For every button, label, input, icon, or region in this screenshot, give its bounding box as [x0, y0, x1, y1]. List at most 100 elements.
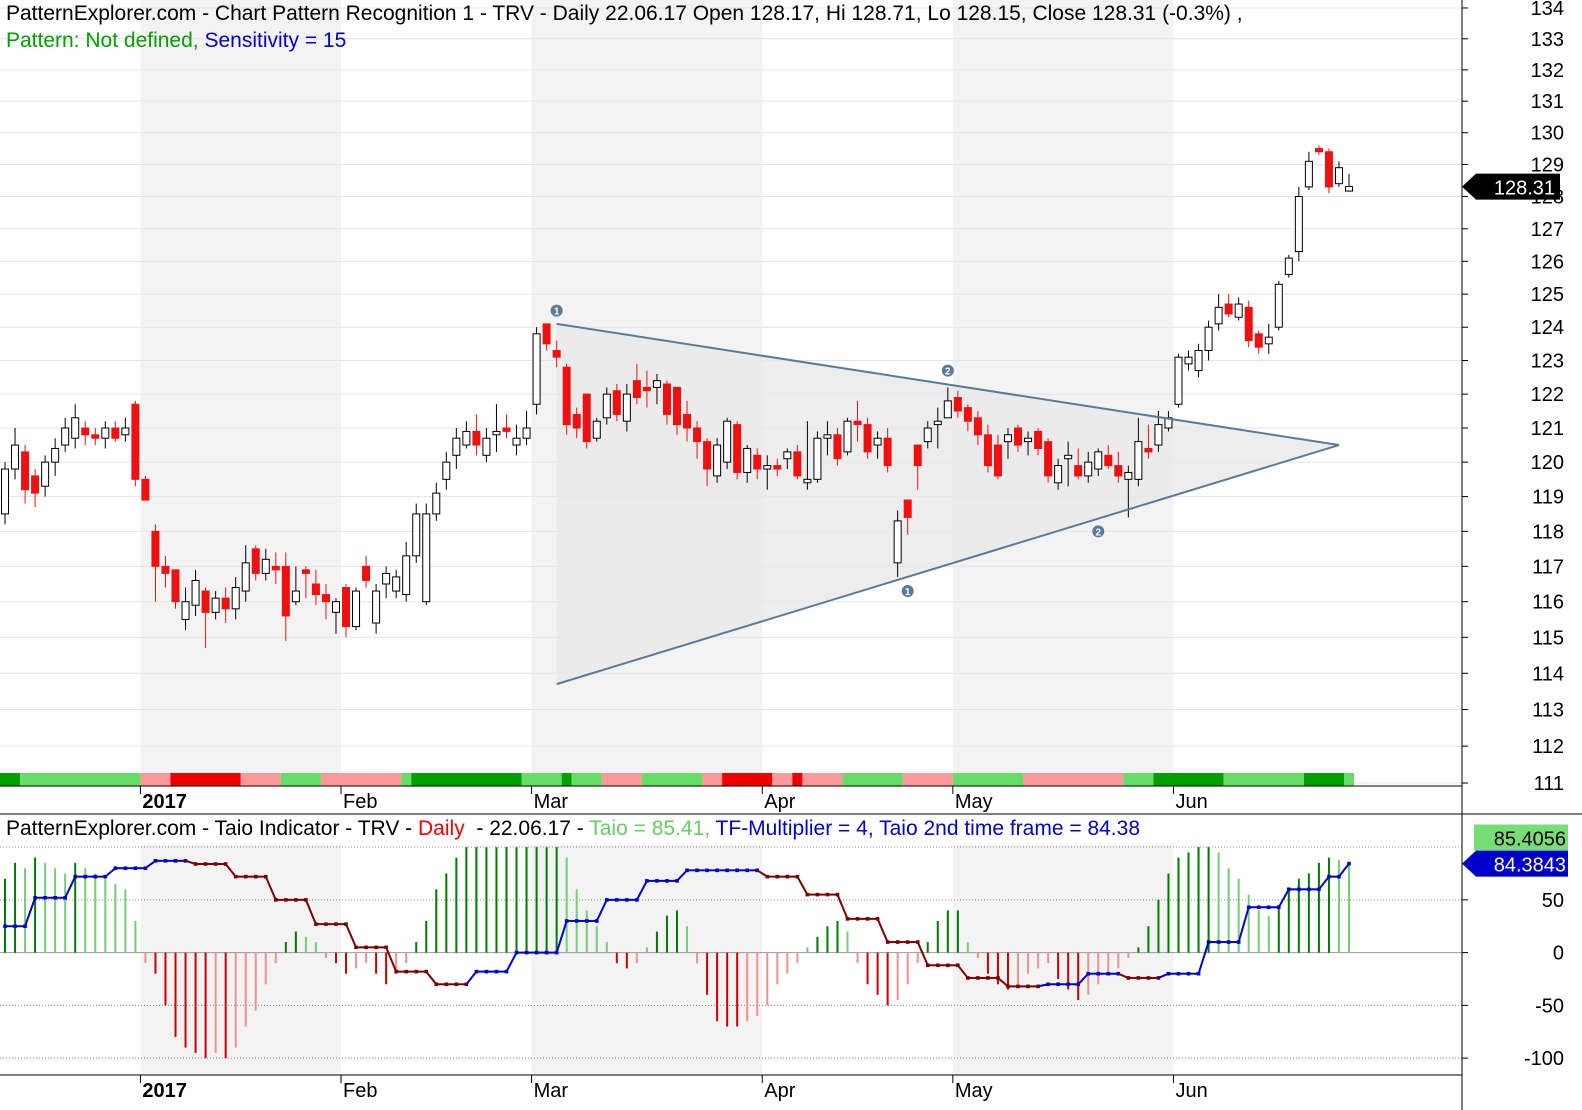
candle-body — [703, 441, 712, 470]
y-tick-label: 124 — [1531, 317, 1564, 339]
candle-body — [642, 386, 651, 392]
tf-line-segment — [465, 970, 478, 985]
candle-body — [743, 447, 752, 473]
y-tick-label: 112 — [1532, 736, 1564, 758]
tf-line-point — [1246, 905, 1251, 910]
candle-body — [833, 434, 842, 460]
x-tick-label: May — [955, 1080, 993, 1102]
candle-body — [1054, 465, 1063, 484]
candle-body — [853, 420, 862, 426]
indicator-title-part: Taio = 85.41, — [589, 817, 710, 840]
trend-band-segment — [1153, 773, 1224, 786]
candle-body — [1204, 326, 1213, 351]
candle-body — [1084, 461, 1093, 477]
tf-line-point — [314, 922, 318, 926]
tf-line-point — [1096, 971, 1101, 976]
candle-body — [21, 451, 30, 491]
candle-body — [993, 444, 1002, 477]
tf-line-point — [615, 898, 619, 902]
tf-line-point — [1347, 861, 1351, 866]
candle-body — [251, 548, 260, 574]
candle-body — [1154, 424, 1163, 446]
candle-body — [1334, 167, 1343, 185]
candle-body — [1114, 465, 1123, 477]
tf-line-segment — [876, 918, 889, 943]
candle-body — [963, 407, 972, 422]
candle-body — [693, 427, 702, 443]
x-tick-label: Apr — [764, 1080, 795, 1102]
candle-body — [1024, 437, 1033, 443]
chart-subtitle: Pattern: Not defined, Sensitivity = 15 — [6, 29, 346, 52]
y-tick-label: 114 — [1532, 663, 1564, 685]
candle-body — [151, 530, 160, 567]
candle-body — [452, 437, 461, 456]
candle-body — [973, 417, 982, 436]
candle-body — [953, 396, 962, 412]
trend-band-segment — [702, 773, 723, 786]
tf-value-label: 84.3843 — [1494, 855, 1566, 877]
candle-body — [622, 393, 631, 422]
month-shading — [531, 845, 763, 1075]
tf-line-point — [765, 874, 770, 879]
trend-band-segment — [641, 773, 703, 786]
candle-body — [211, 597, 220, 613]
x-tick-label: Apr — [764, 791, 795, 813]
candle-body — [71, 417, 80, 439]
tf-line-segment — [1237, 906, 1250, 943]
trend-band-segment — [842, 773, 903, 786]
y-tick-label: 125 — [1531, 284, 1564, 306]
y-tick-label: 50 — [1542, 890, 1564, 912]
candle-body — [542, 323, 551, 345]
y-tick-label: -100 — [1524, 1048, 1564, 1070]
candle-body — [352, 590, 361, 628]
main-layer — [0, 145, 1355, 1059]
y-tick-label: -50 — [1535, 995, 1564, 1017]
candle-body — [582, 393, 591, 443]
candle-body — [632, 380, 641, 398]
candle-body — [793, 451, 802, 477]
x-tick-label: Feb — [343, 791, 377, 813]
y-tick-label: 126 — [1531, 251, 1564, 273]
candle-body — [1345, 186, 1353, 192]
candle-body — [462, 430, 471, 446]
candle-body — [482, 437, 491, 456]
candle-body — [773, 465, 782, 470]
candle-body — [1064, 454, 1073, 460]
candle-body — [522, 427, 531, 439]
candle-body — [572, 413, 581, 429]
trend-band-segment — [401, 773, 412, 786]
tf-line-segment — [555, 920, 568, 953]
candle-body — [1274, 283, 1283, 328]
tf-line-point — [454, 982, 459, 987]
tf-line-segment — [224, 863, 237, 878]
tf-line-segment — [1338, 862, 1350, 878]
x-tick-label: Jun — [1175, 791, 1207, 813]
tf-line-segment — [916, 941, 929, 966]
pattern-point-label: 1 — [905, 587, 911, 598]
tf-line-segment — [264, 876, 277, 901]
indicator-title-part: PatternExplorer.com - Taio Indicator - T… — [6, 817, 418, 840]
tf-line-segment — [1318, 876, 1330, 890]
sensitivity-label: Sensitivity = 15 — [199, 29, 347, 52]
pattern-point — [941, 364, 954, 377]
candle-body — [863, 424, 872, 453]
pattern-point — [1092, 525, 1105, 538]
trend-band-segment — [601, 773, 642, 786]
last-price-label: 128.31 — [1494, 178, 1555, 200]
candle-body — [652, 380, 661, 388]
candle-body — [61, 427, 70, 446]
pattern-point-label: 2 — [945, 367, 951, 378]
trend-band-segment — [571, 773, 602, 786]
tf-line-point — [885, 940, 890, 944]
candle-body — [1284, 257, 1293, 275]
tf-line-point — [444, 982, 449, 987]
candle-body — [1014, 427, 1023, 446]
trend-band-segment — [1303, 773, 1344, 786]
candle-body — [101, 427, 110, 439]
x-tick-label: 2017 — [142, 791, 187, 813]
candle-body — [41, 461, 50, 487]
candle-body — [1244, 306, 1253, 341]
y-tick-label: 121 — [1531, 418, 1564, 440]
trend-band-segment — [411, 773, 522, 786]
